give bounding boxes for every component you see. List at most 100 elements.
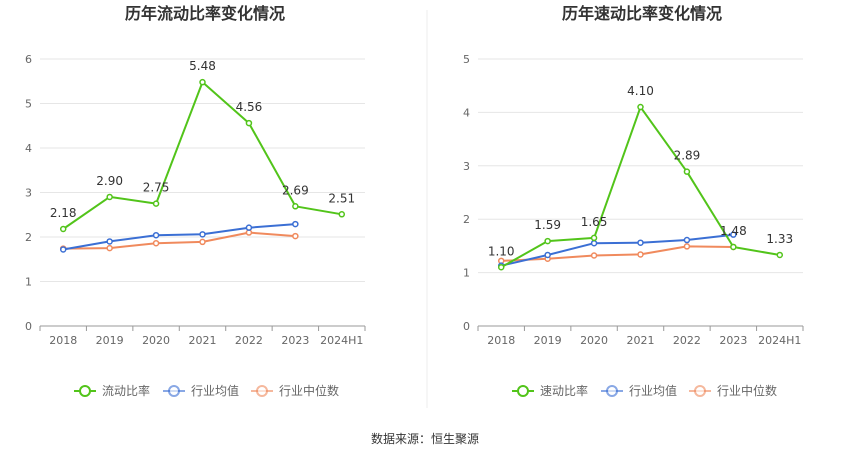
data-point bbox=[544, 251, 551, 259]
legend-label: 流动比率 bbox=[102, 383, 150, 398]
y-tick-label: 1 bbox=[25, 276, 32, 289]
data-label: 1.65 bbox=[581, 215, 608, 229]
chart-title: 历年速动比率变化情况 bbox=[562, 4, 722, 23]
y-tick-label: 5 bbox=[25, 98, 32, 111]
quick-ratio-chart: 历年速动比率变化情况 0 1 2 3 4 5 2018 2019 2020 2021 2022 2023… bbox=[463, 4, 804, 398]
series-line-2 bbox=[63, 231, 296, 250]
data-label: 2.75 bbox=[143, 181, 170, 195]
data-point bbox=[637, 103, 644, 111]
y-tick-label: 0 bbox=[463, 320, 470, 333]
y-tick-label: 4 bbox=[25, 142, 32, 155]
data-point bbox=[776, 251, 784, 259]
legend-marker-icon bbox=[79, 385, 91, 397]
legend-item-1[interactable]: 行业均值 bbox=[601, 383, 677, 398]
data-point bbox=[199, 238, 206, 246]
legend-marker-icon bbox=[168, 385, 180, 397]
legend-label: 行业均值 bbox=[191, 383, 239, 398]
data-point bbox=[292, 220, 299, 228]
data-label: 1.33 bbox=[766, 232, 793, 246]
data-label: 5.48 bbox=[189, 59, 216, 73]
data-point bbox=[730, 231, 737, 238]
legend-item-2[interactable]: 行业中位数 bbox=[689, 383, 777, 398]
y-tick-label: 2 bbox=[25, 231, 32, 244]
legend-label: 行业中位数 bbox=[279, 383, 339, 398]
data-point bbox=[683, 168, 691, 175]
y-tick-label: 2 bbox=[463, 213, 470, 226]
legend-label: 行业均值 bbox=[629, 383, 677, 398]
series-line-0 bbox=[62, 81, 342, 230]
x-tick-label: 2021 bbox=[189, 334, 217, 347]
data-point bbox=[106, 244, 113, 252]
data-point bbox=[637, 251, 644, 258]
x-tick-label: 2022 bbox=[673, 334, 701, 347]
x-tick-label: 2023 bbox=[719, 334, 747, 347]
data-point bbox=[59, 246, 67, 253]
data-point bbox=[590, 234, 598, 242]
series-line-2 bbox=[501, 245, 734, 262]
data-point bbox=[292, 203, 299, 210]
data-point bbox=[683, 243, 691, 250]
legend-item-0[interactable]: 速动比率 bbox=[512, 383, 588, 398]
data-point bbox=[199, 78, 206, 86]
x-tick-label: 2024H1 bbox=[320, 334, 363, 347]
data-label: 2.90 bbox=[96, 174, 123, 188]
legend-marker-icon bbox=[694, 385, 706, 397]
x-tick-label: 2023 bbox=[281, 334, 309, 347]
x-tick-label: 2020 bbox=[580, 334, 608, 347]
y-tick-label: 0 bbox=[25, 320, 32, 333]
x-tick-label: 2021 bbox=[627, 334, 655, 347]
chart-title: 历年流动比率变化情况 bbox=[125, 4, 285, 23]
source-label: 数据来源：恒生聚源 bbox=[371, 431, 479, 446]
y-tick-label: 3 bbox=[463, 160, 470, 173]
data-label: 2.18 bbox=[50, 206, 77, 220]
data-label: 1.10 bbox=[488, 244, 515, 258]
x-tick-label: 2022 bbox=[235, 334, 263, 347]
x-tick-label: 2019 bbox=[96, 334, 124, 347]
data-point bbox=[497, 264, 505, 271]
legend-marker-icon bbox=[256, 385, 268, 397]
data-point bbox=[338, 211, 346, 218]
data-label: 1.59 bbox=[534, 218, 561, 232]
x-tick-label: 2018 bbox=[49, 334, 77, 347]
y-tick-label: 1 bbox=[463, 267, 470, 280]
legend-label: 行业中位数 bbox=[717, 383, 777, 398]
data-point bbox=[590, 252, 598, 259]
data-point bbox=[106, 238, 113, 245]
y-tick-label: 6 bbox=[25, 53, 32, 66]
data-point bbox=[245, 224, 253, 231]
legend-label: 速动比率 bbox=[540, 383, 588, 398]
x-tick-label: 2019 bbox=[534, 334, 562, 347]
legend-item-2[interactable]: 行业中位数 bbox=[251, 383, 339, 398]
data-point bbox=[245, 119, 253, 127]
data-label: 2.51 bbox=[328, 191, 355, 205]
y-tick-label: 5 bbox=[463, 53, 470, 66]
data-label: 2.69 bbox=[282, 183, 309, 197]
series-line-1 bbox=[500, 233, 734, 267]
data-label: 4.10 bbox=[627, 84, 654, 98]
x-tick-label: 2024H1 bbox=[758, 334, 801, 347]
data-point bbox=[590, 239, 598, 247]
data-point bbox=[199, 231, 206, 238]
data-point bbox=[152, 231, 160, 239]
y-tick-label: 4 bbox=[463, 106, 470, 119]
x-tick-label: 2018 bbox=[487, 334, 515, 347]
data-point bbox=[730, 243, 737, 251]
legend-item-0[interactable]: 流动比率 bbox=[74, 383, 150, 398]
data-point bbox=[292, 232, 299, 240]
data-label: 4.56 bbox=[236, 100, 263, 114]
data-point bbox=[152, 200, 160, 207]
data-point bbox=[637, 239, 644, 246]
data-point bbox=[152, 239, 160, 247]
y-tick-label: 3 bbox=[25, 187, 32, 200]
legend-marker-icon bbox=[517, 385, 529, 397]
data-point bbox=[544, 237, 551, 245]
data-point bbox=[59, 225, 67, 233]
data-label: 1.48 bbox=[720, 224, 747, 238]
legend-marker-icon bbox=[606, 385, 618, 397]
data-label: 2.89 bbox=[674, 149, 701, 163]
data-point bbox=[683, 236, 691, 244]
data-point bbox=[106, 193, 113, 201]
legend-item-1[interactable]: 行业均值 bbox=[163, 383, 239, 398]
